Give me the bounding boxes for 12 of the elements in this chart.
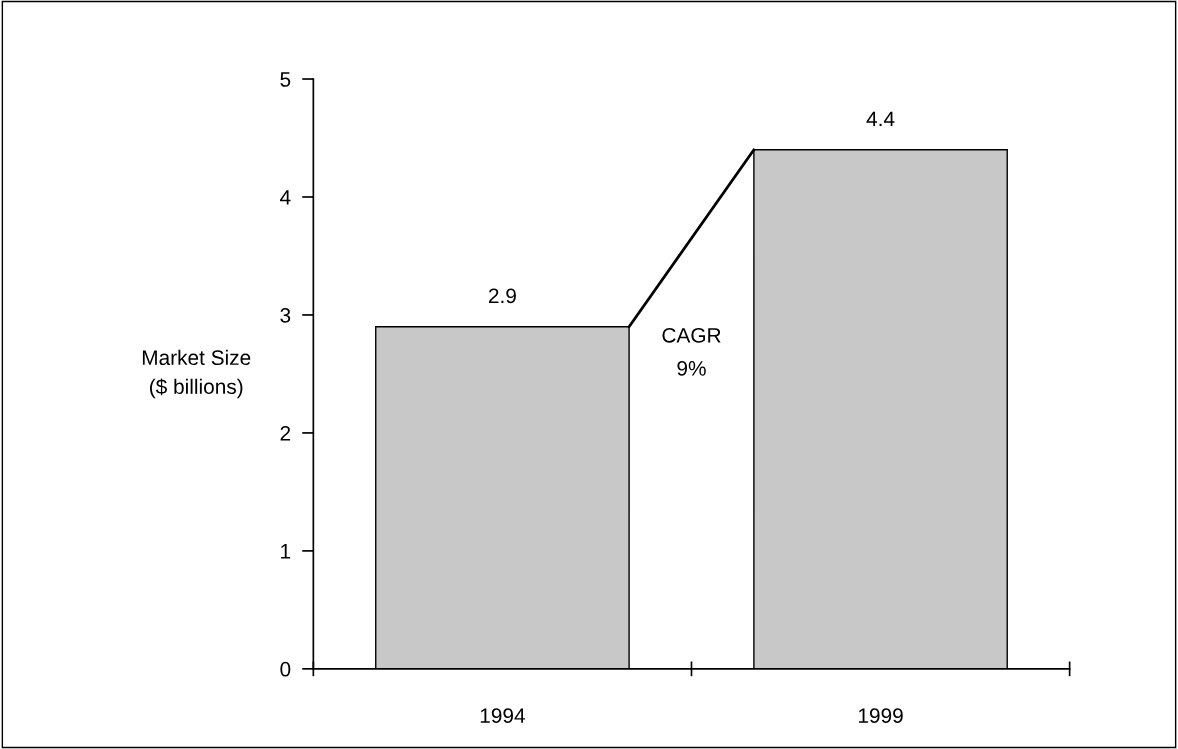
x-tick-label: 1994 [480,708,525,724]
y-tick-label: 2 [280,425,291,441]
y-tick-label: 1 [281,544,291,559]
y-tick-label: 5 [280,72,291,87]
y-tick-label: 0 [280,661,291,677]
data-label: 4.4 [866,111,895,127]
y-tick-label: 4 [280,190,291,205]
y-axis-title: Market Size ($ billions) [142,349,251,399]
annotation: CAGR 9% [662,327,721,376]
data-label: 2.9 [488,288,516,304]
x-tick-label: 1999 [858,708,903,724]
y-tick-label: 3 [280,307,291,323]
